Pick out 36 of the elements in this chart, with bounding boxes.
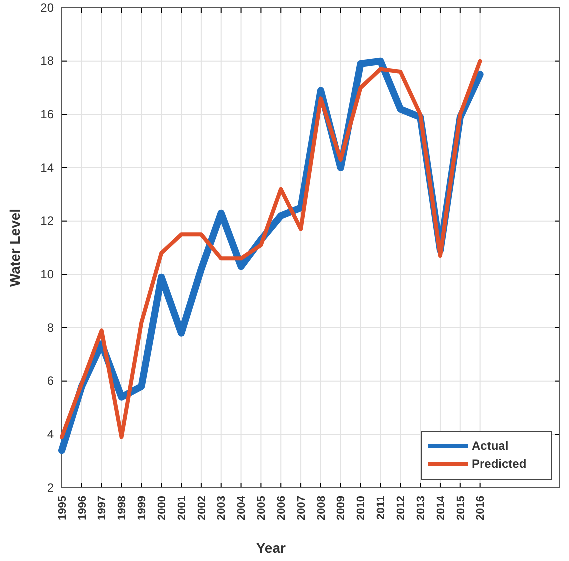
x-tick-label: 2008 bbox=[316, 496, 328, 520]
y-tick-label: 14 bbox=[40, 160, 54, 175]
x-tick-label: 2005 bbox=[256, 496, 268, 520]
x-tick-label: 2006 bbox=[276, 496, 288, 520]
x-tick-label: 2001 bbox=[176, 496, 188, 520]
x-tick-label: 2013 bbox=[415, 496, 428, 520]
x-tick-label: 1999 bbox=[136, 496, 149, 520]
x-tick-label: 2002 bbox=[196, 496, 208, 520]
x-tick-label: 2003 bbox=[216, 496, 228, 520]
x-tick-label: 2015 bbox=[455, 496, 468, 520]
legend-label: Actual bbox=[472, 439, 509, 454]
x-tick-label: 2014 bbox=[435, 495, 448, 520]
y-tick-label: 6 bbox=[47, 374, 54, 388]
x-tick-label: 2010 bbox=[356, 496, 368, 520]
x-tick-label: 2016 bbox=[475, 496, 488, 520]
x-tick-label: 2009 bbox=[336, 496, 348, 520]
legend-label: Predicted bbox=[472, 457, 527, 472]
x-tick-label: 2007 bbox=[296, 496, 308, 520]
y-tick-label: 10 bbox=[40, 268, 54, 282]
y-tick-label: 16 bbox=[40, 108, 54, 122]
x-tick-label: 2000 bbox=[156, 496, 168, 520]
x-tick-label: 2011 bbox=[376, 496, 388, 520]
y-tick-label: 2 bbox=[47, 480, 54, 495]
x-tick-label: 1995 bbox=[56, 496, 69, 520]
y-tick-label: 4 bbox=[47, 428, 54, 442]
x-tick-label: 1996 bbox=[76, 496, 89, 520]
x-tick-label: 2012 bbox=[395, 496, 408, 520]
x-tick-label: 2004 bbox=[236, 495, 248, 520]
x-tick-label: 1997 bbox=[96, 496, 109, 520]
x-axis-title: Year bbox=[256, 540, 286, 556]
y-tick-label: 20 bbox=[40, 0, 54, 15]
y-tick-label: 18 bbox=[40, 54, 54, 68]
y-axis-title: Water Level bbox=[7, 208, 23, 288]
y-tick-label: 12 bbox=[40, 214, 54, 228]
y-tick-label: 8 bbox=[47, 320, 54, 335]
x-tick-label: 1998 bbox=[116, 496, 129, 520]
